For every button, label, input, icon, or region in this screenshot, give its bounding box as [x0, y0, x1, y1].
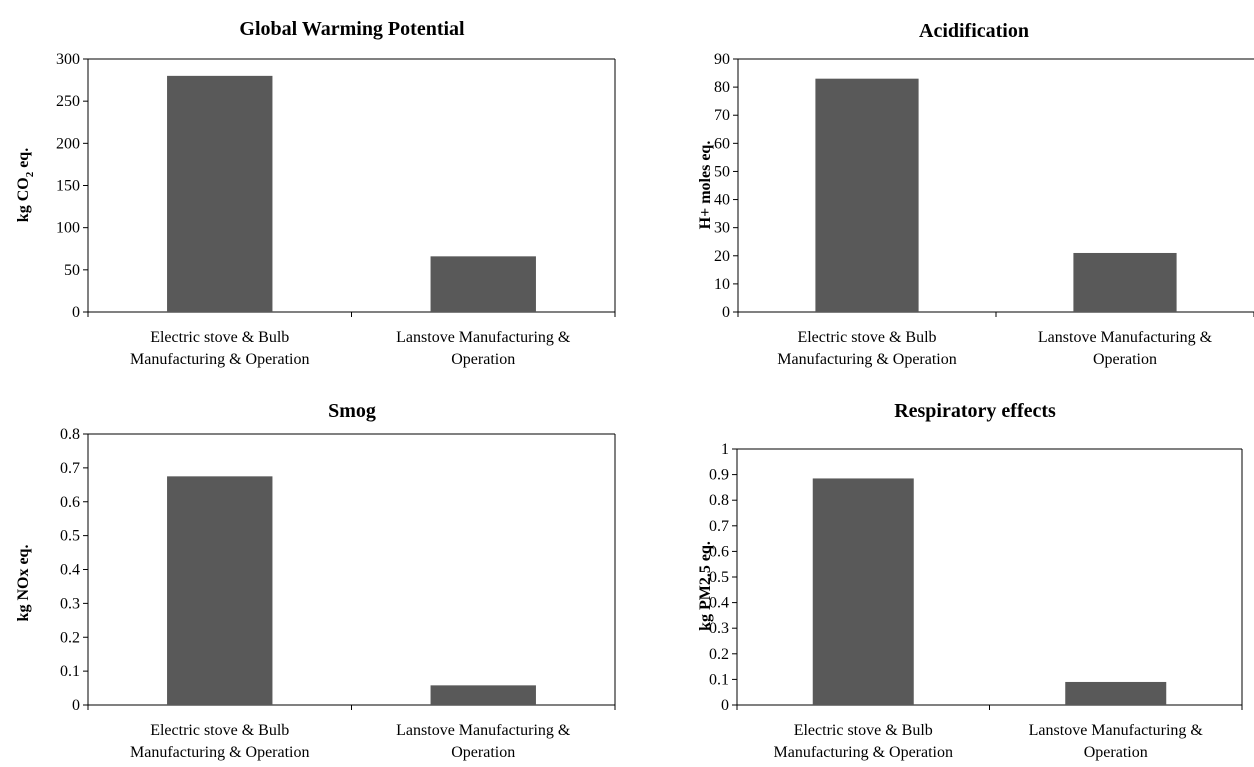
y-tick-label: 0 [722, 304, 730, 321]
y-axis-label-suffix: eq. [15, 148, 32, 172]
y-tick-label: 50 [714, 163, 730, 180]
y-tick-label: 0.7 [709, 518, 729, 535]
x-category-label: Lanstove Manufacturing & Operation [1038, 329, 1213, 368]
chart-svg: Respiratory effects kg PM2.5 eq. 0 0.1 0.2… [697, 400, 1243, 761]
y-tick-label: 0.2 [709, 646, 729, 663]
bar [812, 478, 914, 705]
y-tick-label: 0.8 [60, 426, 80, 443]
chart-title: Global Warming Potential [239, 18, 465, 40]
y-axis-label: kg CO2 eq. [15, 148, 36, 222]
y-tick-label: 0.6 [60, 494, 80, 511]
y-axis-label: H+ moles eq. [697, 141, 714, 230]
y-axis-label: kg PM2.5 eq. [697, 541, 714, 631]
x-category-label: Electric stove & Bulb Manufacturing & Ope… [130, 329, 310, 368]
y-tick-label: 250 [56, 93, 80, 110]
chart-svg: Acidification H+ moles eq. 0 10 20 30 40 50 60… [697, 20, 1254, 368]
plot-area: 0 50 100 150 200 250 300 Electric stove & Bulb M… [56, 51, 616, 368]
bar [1073, 252, 1177, 312]
y-tick-label: 1 [721, 441, 729, 458]
y-tick-label: 60 [714, 135, 730, 152]
y-tick-label: 0 [72, 697, 80, 714]
bar [167, 476, 273, 705]
bar [430, 685, 536, 705]
y-tick-label: 0.1 [60, 663, 80, 680]
y-tick-label: 0.7 [60, 460, 80, 477]
x-category-label: Lanstove Manufacturing & Operation [396, 722, 571, 761]
chart-global-warming-potential: Global Warming Potential kg CO2 eq. 0 50 1… [0, 0, 627, 383]
y-tick-label: 0.4 [709, 595, 729, 612]
x-category-label: Lanstove Manufacturing & Operation [396, 329, 571, 368]
y-tick-label: 0.4 [60, 562, 80, 579]
chart-smog: Smog kg NOx eq. 0 0.1 0.2 0.3 0.4 0.5 0.6 0.7 0.… [0, 383, 627, 767]
y-tick-label: 0.1 [709, 671, 729, 688]
y-tick-label: 30 [714, 220, 730, 237]
y-tick-label: 200 [56, 135, 80, 152]
y-tick-label: 0.5 [709, 569, 729, 586]
bar [1065, 681, 1167, 705]
chart-svg: Smog kg NOx eq. 0 0.1 0.2 0.3 0.4 0.5 0.6 0.7 0.… [15, 400, 616, 761]
chart-svg: Global Warming Potential kg CO2 eq. 0 50 1… [15, 18, 616, 368]
x-category-label: Electric stove & Bulb Manufacturing & Ope… [130, 722, 310, 761]
y-tick-label: 70 [714, 107, 730, 124]
y-tick-label: 50 [64, 262, 80, 279]
bar [430, 256, 536, 312]
y-tick-label: 0 [72, 304, 80, 321]
y-tick-label: 100 [56, 220, 80, 237]
y-tick-label: 40 [714, 192, 730, 209]
x-category-label: Lanstove Manufacturing & Operation [1029, 722, 1204, 761]
bar [815, 78, 919, 312]
y-tick-label: 0.8 [709, 492, 729, 509]
y-tick-label: 0.9 [709, 467, 729, 484]
chart-title: Smog [328, 400, 376, 422]
chart-title: Respiratory effects [894, 400, 1056, 422]
y-tick-label: 80 [714, 79, 730, 96]
y-axis-label-sub: 2 [24, 171, 36, 177]
y-tick-label: 90 [714, 51, 730, 68]
y-tick-label: 20 [714, 248, 730, 265]
y-tick-label: 10 [714, 276, 730, 293]
plot-area: 0 10 20 30 40 50 60 70 80 90 Electric stove & Bulb… [714, 51, 1254, 368]
plot-area: 0 0.1 0.2 0.3 0.4 0.5 0.6 0.7 0.8 0.9 1 Electric st… [709, 441, 1243, 761]
x-category-label: Electric stove & Bulb Manufacturing & Ope… [777, 329, 957, 368]
y-axis-label: kg NOx eq. [15, 545, 32, 622]
y-tick-label: 150 [56, 178, 80, 195]
y-tick-label: 0.6 [709, 543, 729, 560]
bar [167, 75, 273, 312]
y-tick-label: 300 [56, 51, 80, 68]
x-category-label: Electric stove & Bulb Manufacturing & Ope… [774, 722, 954, 761]
y-tick-label: 0.3 [60, 595, 80, 612]
y-tick-label: 0.3 [709, 620, 729, 637]
chart-title: Acidification [919, 20, 1029, 42]
chart-respiratory-effects: Respiratory effects kg PM2.5 eq. 0 0.1 0.2… [627, 383, 1254, 767]
plot-area: 0 0.1 0.2 0.3 0.4 0.5 0.6 0.7 0.8 Electric stove … [60, 426, 616, 761]
y-tick-label: 0.2 [60, 629, 80, 646]
chart-acidification: Acidification H+ moles eq. 0 10 20 30 40 50 60… [627, 0, 1254, 383]
y-tick-label: 0 [721, 697, 729, 714]
y-axis-label-prefix: kg CO [15, 177, 32, 222]
y-tick-label: 0.5 [60, 528, 80, 545]
